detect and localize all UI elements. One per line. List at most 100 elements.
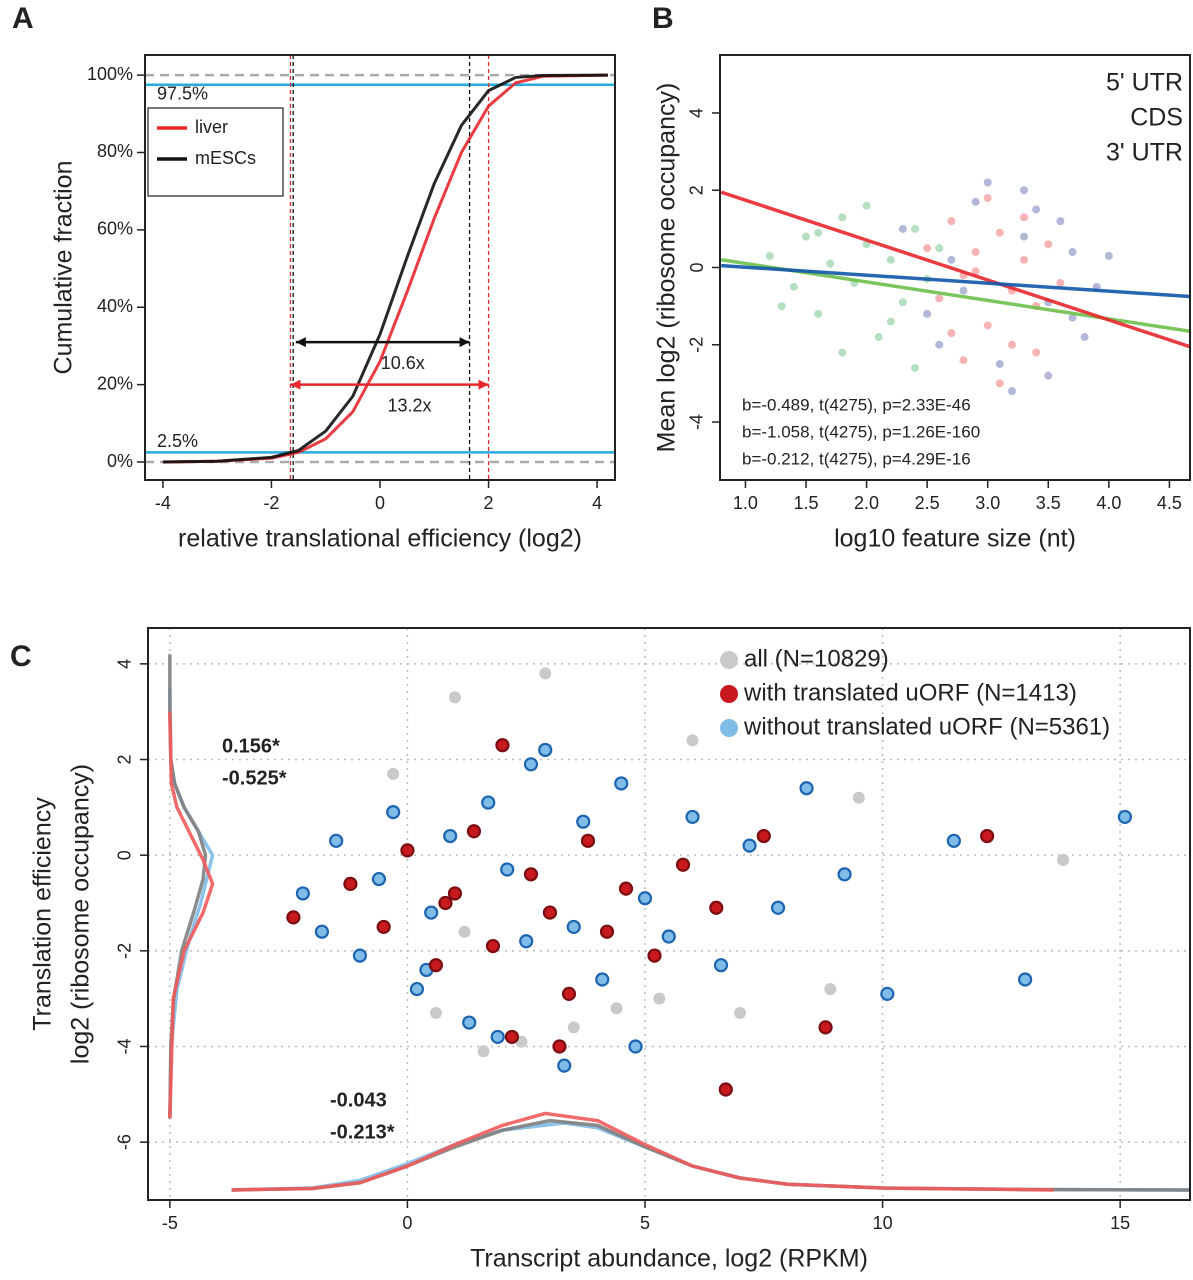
point bbox=[799, 781, 814, 796]
point bbox=[675, 857, 691, 872]
density-line bbox=[168, 711, 215, 1119]
point bbox=[628, 1039, 643, 1054]
point bbox=[653, 992, 666, 1005]
point bbox=[495, 738, 510, 753]
x-axis-label: Transcript abundance, log2 (RPKM) bbox=[470, 1245, 868, 1273]
point bbox=[458, 925, 471, 938]
point bbox=[838, 213, 847, 222]
regression-line bbox=[720, 190, 1190, 349]
axes-frame bbox=[719, 54, 1191, 481]
y-axis-label: Mean log2 (ribosome occupancy) bbox=[653, 83, 681, 453]
legend-label: mESCs bbox=[195, 148, 256, 168]
legend-label: 3' UTR bbox=[1106, 139, 1183, 167]
x-tick-label: 3.0 bbox=[975, 493, 1000, 513]
point bbox=[742, 838, 757, 853]
point bbox=[448, 691, 461, 704]
x-tick-label: -5 bbox=[162, 1213, 178, 1233]
point bbox=[718, 1082, 733, 1097]
point bbox=[995, 228, 1004, 237]
point bbox=[983, 178, 992, 187]
annotation: -0.043 bbox=[330, 1089, 387, 1111]
point bbox=[386, 805, 401, 820]
point bbox=[874, 333, 883, 342]
point bbox=[376, 919, 391, 935]
point bbox=[971, 248, 980, 257]
panel-letter: B bbox=[652, 2, 674, 35]
point bbox=[519, 934, 534, 949]
point bbox=[686, 734, 699, 747]
point bbox=[935, 294, 944, 303]
axes-frame bbox=[147, 627, 1191, 1201]
point bbox=[647, 948, 662, 963]
annotation: b=-0.212, t(4275), p=4.29E-16 bbox=[742, 449, 971, 468]
point bbox=[777, 302, 786, 311]
point bbox=[1044, 240, 1053, 249]
point bbox=[400, 843, 415, 858]
point bbox=[610, 1002, 623, 1015]
point bbox=[429, 1007, 442, 1019]
point bbox=[852, 791, 865, 804]
point bbox=[826, 259, 835, 268]
point bbox=[959, 286, 968, 295]
density-line bbox=[231, 1111, 1054, 1192]
x-tick-label: 10 bbox=[873, 1213, 893, 1233]
point bbox=[447, 886, 463, 901]
point bbox=[814, 309, 823, 318]
y-tick-label: -2 bbox=[687, 337, 707, 353]
point bbox=[557, 1058, 572, 1073]
point bbox=[1056, 217, 1065, 226]
annotation: 0.156* bbox=[222, 735, 280, 757]
y-tick-label: -2 bbox=[115, 943, 135, 959]
point bbox=[1020, 213, 1029, 222]
y-tick-label: -4 bbox=[687, 414, 707, 430]
point bbox=[523, 757, 539, 772]
annotation: -0.525* bbox=[222, 767, 287, 789]
h-line-label: 2.5% bbox=[157, 431, 198, 451]
x-tick-label: 2.5 bbox=[915, 493, 940, 513]
y-tick-label: 100% bbox=[87, 64, 133, 84]
arrow-head bbox=[459, 337, 470, 348]
point bbox=[838, 348, 847, 357]
point bbox=[1007, 340, 1016, 349]
y-tick-label: 60% bbox=[97, 219, 133, 239]
point bbox=[911, 224, 920, 233]
x-tick-label: 2 bbox=[484, 493, 494, 513]
point bbox=[995, 360, 1004, 369]
point bbox=[504, 1029, 520, 1045]
point bbox=[371, 871, 387, 887]
point bbox=[637, 891, 653, 906]
point bbox=[580, 833, 596, 848]
point bbox=[462, 1015, 477, 1030]
point bbox=[898, 224, 907, 233]
legend-label: without translated uORF (N=5361) bbox=[743, 713, 1110, 740]
point bbox=[983, 193, 992, 202]
point bbox=[1032, 348, 1041, 357]
point bbox=[566, 919, 581, 935]
arrow-head bbox=[290, 379, 301, 390]
point bbox=[756, 828, 771, 844]
point bbox=[837, 867, 852, 882]
annotation: b=-0.489, t(4275), p=2.33E-46 bbox=[742, 395, 971, 414]
point bbox=[1044, 371, 1053, 380]
arrow-label: 10.6x bbox=[381, 353, 425, 373]
point bbox=[971, 267, 980, 276]
x-tick-label: 5 bbox=[640, 1213, 650, 1233]
x-tick-label: 3.5 bbox=[1036, 493, 1061, 513]
point bbox=[947, 217, 956, 226]
y-tick-label: 2 bbox=[115, 755, 135, 765]
point bbox=[538, 742, 553, 758]
point bbox=[542, 905, 558, 920]
point bbox=[1020, 232, 1029, 241]
point bbox=[477, 1045, 490, 1058]
panel-letter: C bbox=[10, 640, 32, 673]
y-tick-label: 0 bbox=[687, 262, 707, 272]
point bbox=[789, 282, 798, 291]
point bbox=[959, 356, 968, 365]
point bbox=[734, 1007, 747, 1019]
point bbox=[814, 228, 823, 237]
point bbox=[709, 900, 724, 915]
point bbox=[561, 986, 577, 1001]
point bbox=[935, 340, 944, 349]
x-tick-label: -4 bbox=[155, 493, 171, 513]
